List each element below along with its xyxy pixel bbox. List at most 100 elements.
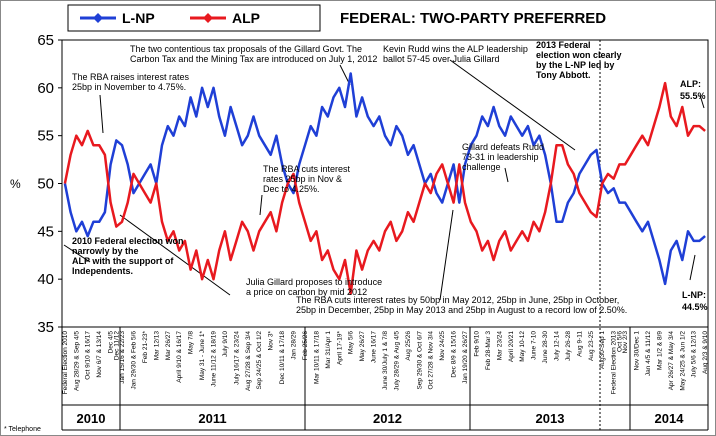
annotation-line: Independents. xyxy=(72,266,133,276)
year-label: 2011 xyxy=(198,411,226,426)
x-tick-label: Dec 4/5 xyxy=(108,331,115,354)
x-tick-label: Jan 19/20 & 26/27 xyxy=(462,331,469,384)
annotation-line: a price on carbon by mid 2012 xyxy=(246,287,367,297)
annotation-line: narrowly by the xyxy=(72,246,139,256)
x-tick-label: Aug 9-11 xyxy=(576,331,583,357)
x-tick-label: Sep 24/25 & Oct 1/2 xyxy=(256,331,263,390)
x-tick-label: Dec 11/12 xyxy=(113,331,120,361)
y-tick-label: 65 xyxy=(37,32,54,49)
annotation-line: Gillard defeats Rudd xyxy=(462,142,544,152)
legend-label: L-NP xyxy=(122,10,155,26)
x-tick-label: May 7/8 xyxy=(188,331,195,355)
x-tick-label: July 16/17 & 23/24 xyxy=(233,331,240,385)
legend-marker xyxy=(203,13,213,23)
footnote: * Telephone xyxy=(4,426,41,433)
annotation-line: 2010 Federal election won xyxy=(72,236,184,246)
annotation-line: ALP with the support of xyxy=(72,256,174,266)
x-tick-label: Aug 23-25 xyxy=(588,331,595,361)
annotation: Julia Gillard proposes to introduce a pri… xyxy=(246,277,382,297)
x-tick-label: July 5/6 & 12/13 xyxy=(691,331,698,378)
y-tick-label: 35 xyxy=(37,319,54,336)
x-tick-label: July 12-14 xyxy=(554,331,561,361)
y-tick-label: 45 xyxy=(37,223,54,240)
year-label: 2012 xyxy=(373,411,402,426)
x-tick-label: Dec 10/11 & 17/18 xyxy=(279,331,286,385)
x-tick-label: Dec 8/9 & 15/16 xyxy=(451,331,458,378)
annotation-line: 25bp in December, 25bp in May 2013 and 2… xyxy=(296,305,627,315)
x-tick-label: Mar 31/Apr 1 xyxy=(325,331,332,369)
x-tick-label: Mar 26/27 xyxy=(165,331,172,361)
x-tick-label: Aug 27/28 & Sep 3/4 xyxy=(245,331,252,391)
x-tick-label: Mar 23/24 xyxy=(496,331,503,361)
annotation-line: challenge xyxy=(462,162,501,172)
annotation-line: 44.5% xyxy=(682,302,708,312)
x-tick-label: June 28-30 xyxy=(542,331,549,364)
annotation-line: Julia Gillard proposes to introduce xyxy=(246,277,382,287)
series-line xyxy=(63,72,706,286)
x-tick-label: Aug 25/26 xyxy=(405,331,412,361)
annotation: The RBA raises interest rates 25bp in Nov… xyxy=(72,72,190,92)
x-tick-label: Mar 1/2 & 8/9 xyxy=(656,331,663,370)
y-tick-label: 50 xyxy=(37,176,54,193)
annotation: ALP: 55.5% xyxy=(680,79,706,101)
legend-marker xyxy=(93,13,103,23)
x-tick-label: Jan 4/5 & 11/12 xyxy=(645,331,652,376)
x-tick-label: June 30/July 1 & 7/8 xyxy=(382,331,389,390)
annotation: The RBA cuts interest rates by 50bp in M… xyxy=(296,295,627,315)
annotation-line: by the L-NP led by xyxy=(536,60,614,70)
annotation-line: rates 25bp in Nov & xyxy=(263,174,342,184)
x-tick-label: Jan 29/30 & Feb 5/6 xyxy=(130,331,137,390)
x-tick-label: Mar 10/11 & 17/18 xyxy=(313,331,320,384)
annotation: The RBA cuts interest rates 25bp in Nov &… xyxy=(263,164,351,194)
annotation: Gillard defeats Rudd 73-31 in leadership c… xyxy=(462,142,544,172)
year-label: 2013 xyxy=(536,411,565,426)
x-tick-label: Sep 29/30 & Oct 6/7 xyxy=(416,331,423,390)
chart-title: FEDERAL: TWO-PARTY PREFERRED xyxy=(340,10,606,27)
x-tick-label: May 10-12 xyxy=(519,331,526,362)
annotation: L-NP: 44.5% xyxy=(682,290,708,312)
x-tick-label: April 20/21 xyxy=(508,331,515,362)
annotation-line: Dec to 4.25%. xyxy=(263,184,320,194)
x-tick-label: Federal Election 2010 xyxy=(62,331,69,395)
annotation: 2013 Federal election won clearly by the L… xyxy=(536,40,622,80)
annotation-line: L-NP: xyxy=(682,290,706,300)
x-tick-label: Nov 30/Dec 1 xyxy=(634,331,641,371)
x-tick-label: July 28/29 & Aug 4/5 xyxy=(393,331,400,391)
x-tick-label: Oct 5/6 xyxy=(616,331,623,352)
x-tick-label: July 26-28 xyxy=(565,331,572,361)
x-tick-label: Feb 9/10 xyxy=(473,331,480,357)
annotation-line: ballot 57-45 over Julia Gillard xyxy=(383,54,500,64)
annotation-line: Tony Abbott. xyxy=(536,70,590,80)
x-tick-label: Feb 28-Mar 3 xyxy=(485,331,492,370)
x-tick-label: Jan 28/29 xyxy=(291,331,298,360)
x-tick-label: April 17-19* xyxy=(336,331,343,365)
annotation-line: 73-31 in leadership xyxy=(462,152,539,162)
annotation-line: The RBA raises interest rates xyxy=(72,72,190,82)
x-tick-label: June 11/12 & 18/19 xyxy=(210,331,217,387)
series-line xyxy=(63,81,706,295)
x-tick-label: Federal Election 2013 xyxy=(611,331,618,395)
annotation-line: election won clearly xyxy=(536,50,622,60)
annotation-line: ALP: xyxy=(680,79,701,89)
legend-label: ALP xyxy=(232,10,260,26)
x-tick-label: April 9/10 & 16/17 xyxy=(176,331,183,383)
x-tick-label: June 7-10 xyxy=(531,331,538,360)
x-tick-label: May 31 - June 1* xyxy=(199,331,206,381)
y-axis-label: % xyxy=(10,177,21,191)
x-tick-label: Nov 2/3 xyxy=(622,331,629,354)
annotation-line: 25bp in November to 4.75%. xyxy=(72,82,186,92)
x-tick-label: Nov 3* xyxy=(268,331,275,351)
x-tick-label: May 24/25 & Jun 1/2 xyxy=(679,331,686,391)
annotation: The two contentious tax proposals of the… xyxy=(130,44,377,64)
annotation-line: The two contentious tax proposals of the… xyxy=(130,44,362,54)
x-tick-label: Oct 9/10 & 16/17 xyxy=(85,331,92,380)
x-tick-label: Apr 26/27 & May 3/4 xyxy=(668,331,675,391)
x-tick-label: Oct 27/28 & Nov 3/4 xyxy=(428,331,435,390)
x-tick-label: Aug 2/3 & 9/10 xyxy=(702,331,709,374)
x-tick-label: Nov 6/7 & 13/14 xyxy=(96,331,103,378)
annotation-line: 55.5% xyxy=(680,91,706,101)
annotation-line: Carbon Tax and the Mining Tax are introd… xyxy=(130,54,377,64)
annotation-line: Kevin Rudd wins the ALP leadership xyxy=(383,44,528,54)
y-tick-label: 55 xyxy=(37,128,54,145)
x-tick-label: June 16/17 xyxy=(371,331,378,364)
